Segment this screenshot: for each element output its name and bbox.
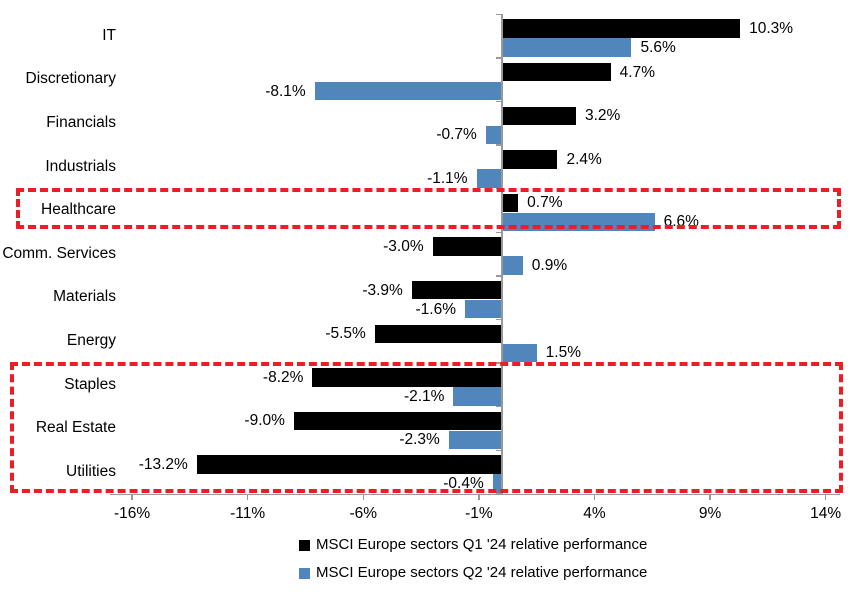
- value-label: 3.2%: [584, 107, 621, 125]
- value-label: -2.3%: [399, 431, 440, 449]
- value-label: -8.2%: [262, 368, 304, 386]
- category-axis-tick: [495, 405, 502, 408]
- q2-bar-row1: [314, 81, 502, 101]
- value-label: -3.0%: [383, 238, 424, 256]
- value-label: 1.5%: [545, 344, 582, 362]
- q1-bar-row7: [374, 324, 502, 343]
- q1-bar-row2: [502, 106, 576, 125]
- x-tick-label: 14%: [810, 505, 842, 522]
- x-tick-label: -1%: [465, 505, 493, 522]
- q2-bar-row5: [502, 256, 523, 275]
- q1-bar-row1: [502, 62, 611, 82]
- x-tick-label: 4%: [583, 505, 606, 522]
- q1-series-swatch: [299, 539, 310, 551]
- highlight-box-2: [10, 361, 843, 493]
- q2-bar-row7: [502, 343, 537, 362]
- q2-bar-row3: [476, 169, 502, 188]
- category-axis-tick: [495, 144, 502, 146]
- legend-item-q2: MSCI Europe sectors Q2 '24 relative perf…: [299, 565, 647, 581]
- legend-label-q1: MSCI Europe sectors Q1 '24 relative perf…: [316, 536, 648, 553]
- q1-bar-row0: [502, 19, 741, 38]
- value-label: 0.9%: [531, 257, 568, 275]
- value-label: -9.0%: [244, 412, 285, 430]
- q1-bar-row9: [293, 411, 502, 431]
- value-axis-tick: [709, 493, 711, 500]
- q2-bar-row2: [485, 125, 502, 144]
- q1-bar-row10: [196, 455, 502, 474]
- value-label: -13.2%: [138, 456, 188, 474]
- category-axis-tick: [495, 275, 502, 277]
- category-label: Healthcare: [41, 201, 116, 219]
- value-label: -3.9%: [362, 281, 403, 299]
- category-axis-tick: [495, 449, 502, 451]
- value-axis-tick: [362, 493, 365, 500]
- category-axis-tick: [495, 13, 502, 15]
- value-axis-tick: [478, 493, 480, 500]
- legend-label-q2: MSCI Europe sectors Q2 '24 relative perf…: [316, 564, 648, 581]
- value-axis-line: [110, 493, 840, 495]
- q2-bar-row9: [448, 430, 502, 450]
- q2-series-swatch: [299, 567, 310, 579]
- category-label: Industrials: [45, 157, 116, 175]
- category-axis-tick: [495, 318, 502, 321]
- value-label: 10.3%: [749, 20, 794, 38]
- q2-bar-row6: [465, 299, 502, 319]
- x-tick-label: -6%: [349, 505, 378, 522]
- x-tick-label: -16%: [113, 505, 151, 522]
- category-axis-tick: [495, 100, 502, 103]
- category-label: Comm. Services: [2, 244, 116, 262]
- legend-item-q1: MSCI Europe sectors Q1 '24 relative perf…: [299, 537, 647, 553]
- category-axis-tick: [495, 231, 502, 233]
- q2-bar-row8: [453, 387, 502, 406]
- category-label: Financials: [46, 114, 116, 131]
- x-tick-label: -11%: [230, 505, 266, 522]
- value-label: -1.6%: [415, 300, 457, 318]
- value-label: 2.4%: [566, 150, 602, 168]
- value-label: -5.5%: [325, 325, 366, 343]
- value-label: -8.1%: [265, 82, 306, 100]
- category-label: Materials: [53, 288, 116, 306]
- value-label: -2.1%: [403, 387, 445, 405]
- category-label: Discretionary: [25, 70, 116, 88]
- value-axis-tick: [824, 493, 827, 500]
- q2-bar-row10: [492, 474, 502, 493]
- q2-bar-row0: [502, 38, 632, 57]
- q1-bar-row8: [312, 368, 502, 387]
- value-label: 4.7%: [619, 63, 655, 81]
- value-label: -0.7%: [436, 126, 477, 144]
- highlight-box-1: [16, 188, 841, 229]
- category-axis-line: [501, 13, 503, 494]
- q1-bar-row4: [502, 193, 519, 213]
- x-tick-label: 9%: [698, 505, 722, 522]
- q1-bar-row3: [502, 150, 558, 169]
- q1-bar-row6: [411, 280, 502, 300]
- value-label: 0.7%: [527, 194, 563, 212]
- category-label: Utilities: [66, 462, 116, 480]
- value-label: 5.6%: [640, 39, 676, 57]
- category-label: Staples: [64, 375, 116, 393]
- value-axis-tick: [246, 493, 249, 500]
- category-axis-tick: [495, 57, 502, 59]
- value-axis-tick: [593, 493, 596, 500]
- value-label: -1.1%: [427, 169, 468, 187]
- category-label: Energy: [66, 332, 116, 349]
- category-label: Real Estate: [35, 419, 116, 437]
- q1-bar-row5: [432, 237, 502, 256]
- value-axis-tick: [131, 493, 133, 500]
- category-label: IT: [102, 26, 116, 44]
- value-label: -0.4%: [443, 475, 484, 493]
